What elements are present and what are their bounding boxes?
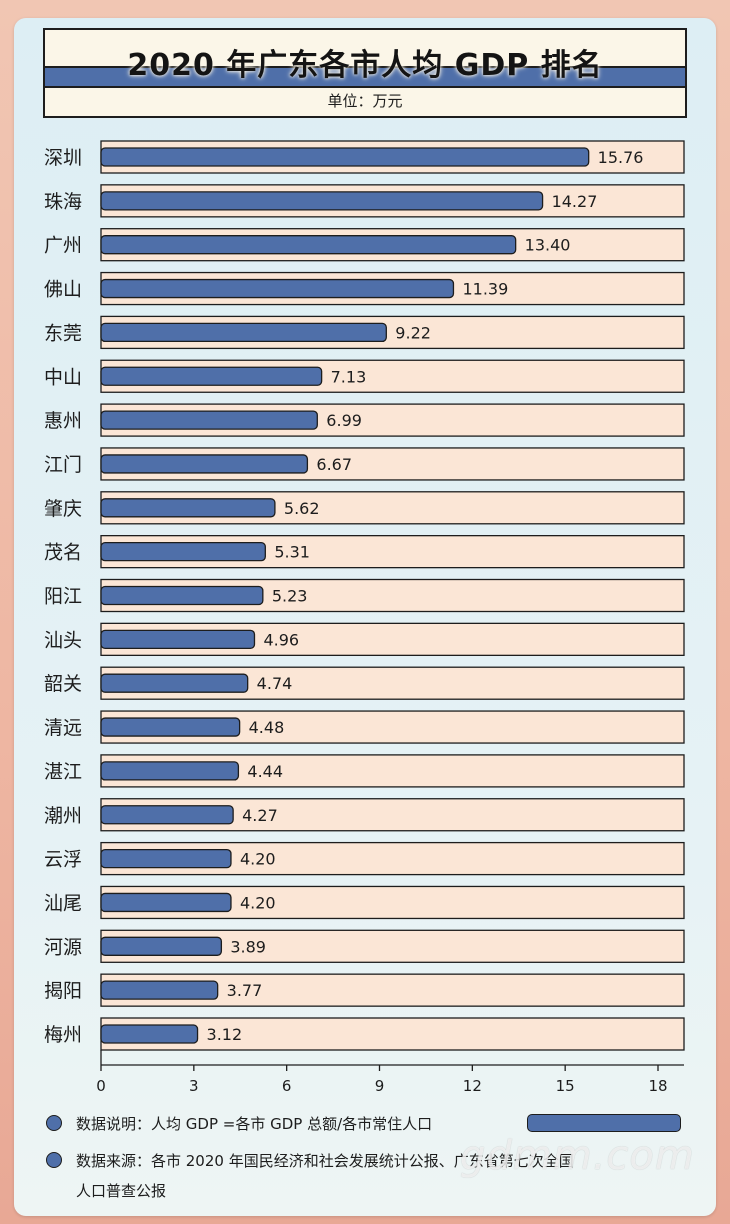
data-label: 5.31 (274, 543, 310, 562)
data-source-note: 数据来源：各市 2020 年国民经济和社会发展统计公报、广东省第七次全国 (76, 1152, 574, 1170)
data-label: 6.67 (316, 455, 352, 474)
category-label: 潮州 (44, 805, 82, 827)
data-label: 4.96 (263, 630, 299, 649)
category-label: 揭阳 (44, 980, 82, 1002)
bar (100, 542, 266, 562)
bar (100, 454, 309, 474)
legend-swatch (527, 1114, 681, 1132)
category-label: 深圳 (44, 147, 82, 169)
data-label: 4.20 (240, 850, 276, 869)
watermark: gdmm.com (460, 1133, 695, 1179)
category-label: 中山 (44, 366, 82, 388)
data-label: 4.48 (249, 718, 285, 737)
bar (100, 673, 249, 693)
unit-label: 单位：万元 (327, 92, 403, 110)
data-source-note-cont: 人口普查公报 (76, 1182, 167, 1200)
category-label: 佛山 (44, 279, 82, 301)
data-definition-note: 数据说明：人均 GDP =各市 GDP 总额/各市常住人口 (76, 1115, 433, 1133)
category-label: 河源 (44, 936, 82, 958)
bar (100, 629, 256, 649)
data-label: 7.13 (331, 367, 367, 386)
title-band (45, 66, 685, 88)
bar (100, 1024, 199, 1044)
data-label: 5.62 (284, 499, 320, 518)
data-label: 3.77 (227, 981, 263, 1000)
bar (100, 936, 223, 956)
bar (100, 498, 276, 518)
bar (100, 191, 544, 211)
data-label: 9.22 (395, 323, 431, 342)
data-label: 14.27 (552, 192, 598, 211)
category-label: 汕尾 (44, 892, 82, 914)
bar (100, 235, 517, 255)
data-label: 4.44 (247, 762, 283, 781)
bar-chart: 深圳 15.76 珠海 14.27 广州 13.40 佛山 11.39 东莞 9.22 中山 7.13… (44, 140, 685, 1095)
x-tick-label: 9 (375, 1077, 385, 1095)
category-label: 茂名 (44, 542, 82, 564)
category-label: 湛江 (44, 761, 82, 783)
data-label: 15.76 (598, 148, 644, 167)
bar (100, 410, 318, 430)
x-tick-label: 6 (282, 1077, 292, 1095)
x-tick-label: 12 (463, 1077, 482, 1095)
category-label: 江门 (44, 454, 82, 476)
bar (100, 892, 232, 913)
note-bullet-icon (46, 1152, 62, 1168)
category-label: 云浮 (44, 849, 82, 871)
category-label: 珠海 (44, 191, 82, 213)
category-label: 肇庆 (44, 498, 82, 520)
bar (100, 278, 455, 299)
data-label: 5.23 (272, 587, 308, 606)
data-label: 4.74 (257, 674, 293, 693)
bar (100, 761, 240, 781)
data-label: 11.39 (462, 280, 508, 299)
category-label: 梅州 (44, 1024, 82, 1046)
data-label: 4.27 (242, 806, 278, 825)
category-label: 清远 (44, 717, 82, 739)
title-box: 2020 年广东各市人均 GDP 排名 单位：万元 (43, 28, 687, 118)
category-label: 汕头 (44, 629, 82, 651)
category-label: 广州 (44, 235, 82, 257)
bar (100, 805, 234, 825)
category-label: 阳江 (44, 586, 82, 608)
note-bullet-icon (46, 1115, 62, 1131)
bar-track (100, 885, 685, 920)
category-label: 东莞 (44, 322, 82, 344)
chart-title: 2020 年广东各市人均 GDP 排名 (127, 48, 603, 83)
bar (100, 980, 219, 1000)
data-label: 13.40 (525, 236, 571, 255)
x-tick-label: 15 (556, 1077, 575, 1095)
bar (100, 585, 264, 606)
x-tick-label: 0 (96, 1077, 106, 1095)
data-label: 3.12 (207, 1025, 243, 1044)
data-label: 6.99 (326, 411, 362, 430)
x-tick-label: 18 (648, 1077, 667, 1095)
category-label: 惠州 (44, 410, 82, 432)
bar (100, 366, 323, 386)
data-label: 3.89 (230, 937, 266, 956)
bar (100, 848, 232, 869)
category-label: 韶关 (44, 673, 82, 695)
x-tick-label: 3 (189, 1077, 199, 1095)
bar (100, 147, 590, 167)
chart-card (14, 18, 716, 1216)
data-label: 4.20 (240, 893, 276, 912)
bar (100, 717, 241, 737)
bar (100, 322, 387, 343)
